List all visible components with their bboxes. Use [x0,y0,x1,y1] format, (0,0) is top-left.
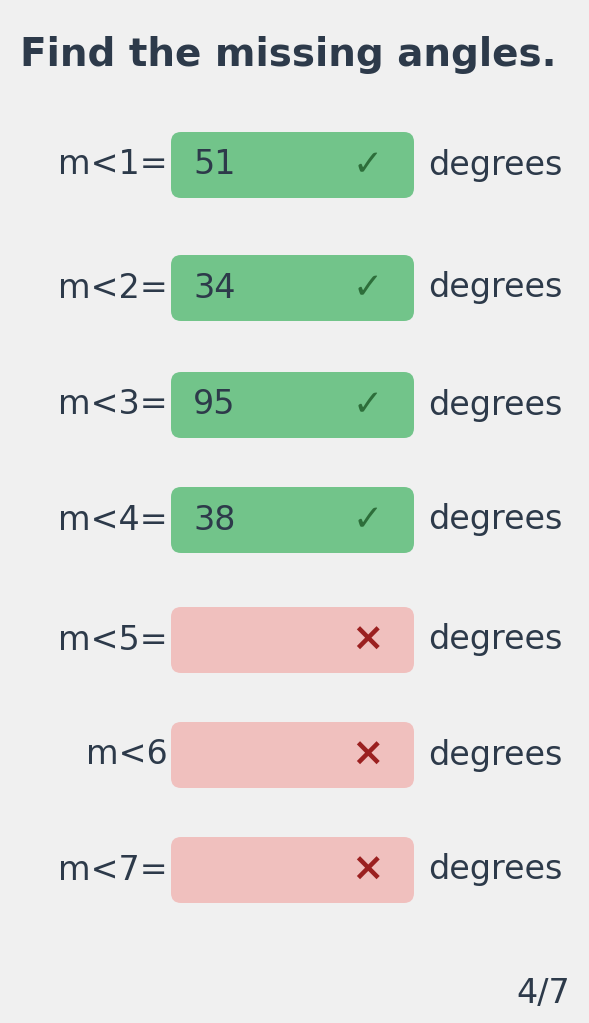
Text: ✓: ✓ [353,503,383,537]
Text: m<1=: m<1= [58,148,168,181]
FancyBboxPatch shape [171,372,414,438]
Text: Find the missing angles.: Find the missing angles. [20,36,557,74]
Text: 38: 38 [193,503,236,536]
Text: m<7=: m<7= [58,853,168,887]
Text: 4/7: 4/7 [516,977,570,1010]
Text: degrees: degrees [428,739,562,771]
Text: m<6: m<6 [86,739,168,771]
Text: m<2=: m<2= [58,271,168,305]
Text: ✓: ✓ [353,271,383,305]
Text: degrees: degrees [428,148,562,181]
Text: ✓: ✓ [353,148,383,182]
Text: 51: 51 [193,148,236,181]
FancyBboxPatch shape [171,607,414,673]
Text: degrees: degrees [428,853,562,887]
Text: degrees: degrees [428,503,562,536]
Text: m<4=: m<4= [58,503,168,536]
Text: ×: × [352,736,384,774]
FancyBboxPatch shape [171,255,414,321]
Text: ×: × [352,851,384,889]
FancyBboxPatch shape [171,487,414,553]
Text: degrees: degrees [428,389,562,421]
Text: ×: × [352,621,384,659]
FancyBboxPatch shape [171,722,414,788]
Text: m<5=: m<5= [58,623,168,657]
FancyBboxPatch shape [171,132,414,198]
Text: 95: 95 [193,389,236,421]
Text: degrees: degrees [428,623,562,657]
Text: 34: 34 [193,271,236,305]
Text: m<3=: m<3= [58,389,168,421]
FancyBboxPatch shape [171,837,414,903]
Text: ✓: ✓ [353,388,383,422]
Text: degrees: degrees [428,271,562,305]
